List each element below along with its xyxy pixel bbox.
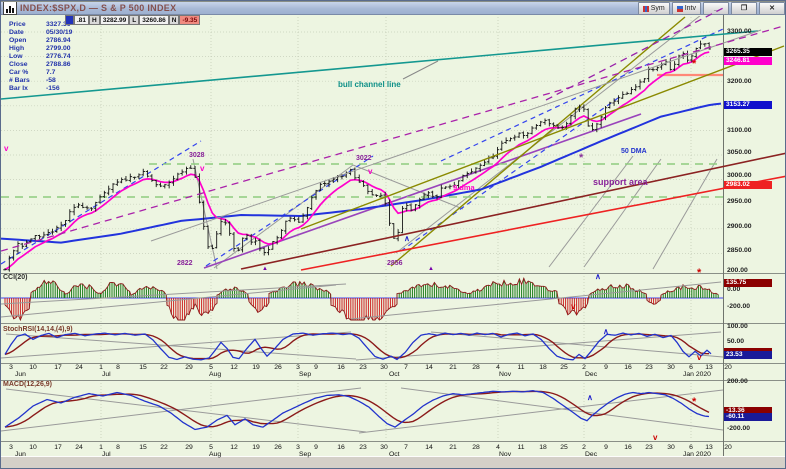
chart-annotation: 50 DMA (621, 148, 647, 155)
chart-annotation: 2822 (177, 260, 193, 267)
chart-marker: v (697, 353, 702, 362)
trendline (545, 5, 728, 101)
chart-annotation: 9 dma (453, 183, 476, 192)
chart-marker: * (697, 267, 702, 279)
trendline (300, 175, 785, 271)
trendline (652, 158, 718, 270)
trendline (583, 158, 662, 268)
high-tag: H (89, 15, 100, 25)
chart-marker: v (571, 302, 576, 311)
main-price-panel (1, 16, 723, 272)
net-value: -9.35 (179, 15, 201, 25)
main-panel-divider (1, 273, 785, 274)
sym-button[interactable]: Sym (637, 2, 670, 15)
trendline (240, 152, 785, 270)
cci-panel (1, 276, 723, 322)
trendline (1, 24, 785, 252)
chart-annotation: 3022 (356, 155, 372, 162)
stochrsi-panel-divider (1, 363, 785, 364)
macd-panel (1, 383, 723, 439)
chart-marker: v (200, 164, 205, 173)
quote-strip: .81 H 3282.99 L 3260.86 N -9.35 (65, 15, 201, 25)
trendline (300, 45, 785, 230)
chart-marker: ▲ (262, 266, 268, 272)
net-tag: N (168, 15, 180, 25)
cursor-row: Open 2786.94 (9, 37, 71, 44)
chart-marker: ▲ (428, 266, 434, 272)
cursor-data-panel: Price 3327.36 Date 05/30/19 Open 2786.94 High 2… (9, 21, 72, 93)
trendline (390, 16, 686, 267)
chart-annotation: bull channel line (338, 80, 401, 89)
chart-marker: v (653, 433, 658, 442)
candlestick-chart-icon (3, 1, 17, 15)
trendline (203, 113, 642, 269)
cursor-row: Car % 7.7 (9, 69, 56, 76)
chart-marker: ∧ (595, 272, 601, 281)
intv-chart-icon (676, 5, 683, 12)
chart-marker: v (368, 167, 373, 176)
trendline (1, 30, 759, 100)
open-value: .81 (74, 15, 90, 25)
cursor-row: Price 3327.36 (9, 21, 71, 28)
high-value: 3282.99 (99, 15, 130, 25)
overlay: bull channel line 3028 3022 9 dma 50 DMA supp… (1, 5, 785, 442)
low-value: 3260.86 (139, 15, 169, 25)
chart-marker: ∧ (587, 393, 593, 402)
intv-button[interactable]: Intv (671, 2, 701, 15)
chart-marker: v (4, 144, 9, 153)
cursor-row: Bar Ix -156 (9, 85, 60, 92)
trendline (150, 29, 762, 242)
chart-annotation: support area (593, 177, 649, 187)
trendline (548, 155, 634, 268)
cursor-row: # Bars -58 (9, 77, 56, 84)
stochrsi-panel (1, 325, 723, 361)
trendline (1, 140, 202, 265)
chart-marker: * (692, 58, 697, 70)
chart-marker: * (579, 152, 584, 164)
window-title: INDEX:$SPX,D — S & P 500 INDEX (20, 2, 177, 13)
trendline (395, 16, 701, 254)
stochrsi-pane-label: StochRSI(14,14,(4),9) (3, 326, 73, 333)
trendline (352, 164, 464, 210)
minimize-button[interactable]: _ (703, 2, 729, 15)
trendline (402, 60, 439, 80)
cursor-row: Low 2776.74 (9, 53, 71, 60)
title-bar[interactable]: INDEX:$SPX,D — S & P 500 INDEX Sym Intv … (1, 1, 785, 15)
chart-marker: ∧ (603, 327, 609, 336)
close-button[interactable]: ✕ (759, 2, 785, 15)
trendline (440, 28, 723, 162)
macd-panel-top-divider (1, 380, 785, 381)
chart-annotation: 2856 (387, 260, 403, 267)
cursor-row: Close 2788.86 (9, 61, 71, 68)
status-bar (1, 456, 785, 468)
cci-panel-divider (1, 323, 785, 324)
price-axis-border (723, 15, 724, 458)
chart-marker: ∧ (404, 234, 410, 243)
cursor-row: Date 05/30/19 (9, 29, 73, 36)
cci-pane-label: CCI(20) (3, 274, 28, 281)
chart-annotation: 3028 (189, 152, 205, 159)
open-box (65, 15, 74, 25)
macd-panel-bottom-divider (1, 441, 785, 442)
chart-marker: * (692, 396, 697, 408)
cursor-row: High 2799.00 (9, 45, 71, 52)
sym-chart-icon (642, 5, 649, 12)
maximize-button[interactable]: ❐ (731, 2, 757, 15)
macd-pane-label: MACD(12,26,9) (3, 381, 53, 388)
low-tag: L (129, 15, 140, 25)
